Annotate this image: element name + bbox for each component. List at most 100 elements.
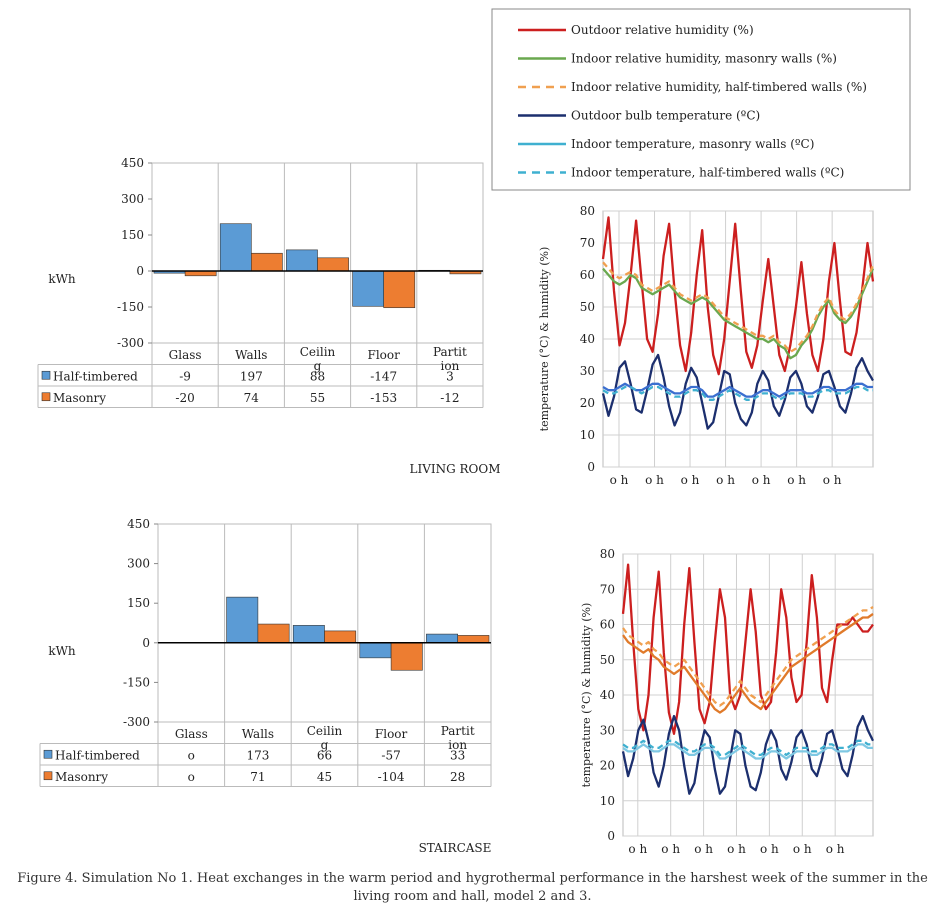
plot-frame — [157, 523, 492, 723]
table-value: 71 — [250, 770, 265, 784]
y-tick-label: 70 — [580, 236, 595, 250]
category-label-part: Ceilin — [300, 345, 336, 359]
y-tick-label: 50 — [580, 300, 595, 314]
bar — [317, 257, 349, 272]
category-label-part: ion — [448, 738, 467, 752]
legend-label: Indoor temperature, half-timbered walls … — [571, 166, 844, 180]
bar — [219, 223, 252, 272]
x-tick-label: o h — [610, 473, 629, 487]
x-tick-label: o h — [823, 473, 842, 487]
bar — [390, 642, 423, 671]
legend-label: Indoor relative humidity, masonry walls … — [571, 52, 837, 66]
y-axis-label: temperature (°C) & humidity (%) — [538, 247, 551, 432]
x-tick-label: o h — [694, 842, 713, 856]
series-line — [622, 743, 873, 760]
y-tick-label: 10 — [580, 428, 595, 442]
legend-frame — [491, 8, 911, 191]
y-tick-label: 80 — [600, 547, 615, 561]
category-label: Floor — [375, 727, 408, 741]
table-value: -20 — [175, 391, 194, 405]
series-line — [621, 714, 875, 795]
category-label-part: Ceilin — [307, 724, 343, 738]
x-tick-label: o h — [628, 842, 647, 856]
table-value: o — [188, 770, 195, 784]
series-line — [602, 385, 873, 401]
table-legend-key — [43, 771, 53, 781]
table-value: 45 — [317, 770, 332, 784]
bar — [457, 635, 490, 644]
x-tick-label: o h — [793, 842, 812, 856]
y-tick-label: 30 — [600, 723, 615, 737]
bar — [292, 625, 325, 644]
bar — [324, 630, 357, 644]
category-label: Glass — [175, 727, 208, 741]
category-label: Ceilin g — [307, 724, 343, 752]
category-label: Partit ion — [433, 345, 467, 373]
legend-label: Outdoor bulb temperature (ºC) — [571, 109, 760, 123]
x-tick-label: o h — [727, 842, 746, 856]
series-line — [602, 261, 875, 353]
bar — [426, 633, 459, 644]
y-axis-label: temperature (°C) & humidity (%) — [580, 603, 593, 788]
table-value: -153 — [370, 391, 397, 405]
table-series-name: Masonry — [53, 391, 106, 405]
y-tick-label: 80 — [580, 204, 595, 218]
y-tick-label: 300 — [121, 192, 144, 206]
series-line — [602, 382, 873, 398]
table-value: 33 — [450, 748, 465, 762]
table-series-name: Masonry — [55, 770, 108, 784]
table-value: 3 — [446, 369, 454, 383]
table-value: -12 — [440, 391, 459, 405]
living-room-line-chart: 80 70 60 50 40 30 20 10 0 o h o h o h o h o h o h o h te… — [538, 204, 875, 487]
table-series-name: Half-timbered — [55, 748, 140, 762]
table-value: 173 — [246, 748, 269, 762]
y-tick-label: 20 — [580, 396, 595, 410]
category-label-part: Partit — [433, 345, 467, 359]
category-label: Walls — [235, 348, 267, 362]
y-tick-label: 0 — [607, 829, 615, 843]
series-line — [622, 739, 873, 757]
table-value: 66 — [317, 748, 332, 762]
table-value: -104 — [378, 770, 405, 784]
legend-label: Indoor temperature, masonry walls (ºC) — [571, 137, 814, 151]
y-tick-label: 40 — [580, 332, 595, 346]
category-label-part: ion — [441, 359, 460, 373]
y-tick-label: 450 — [127, 517, 150, 531]
y-tick-label: 60 — [580, 268, 595, 282]
table-value: 55 — [310, 391, 325, 405]
y-tick-label: 50 — [600, 653, 615, 667]
y-tick-label: 150 — [121, 228, 144, 242]
staircase-line-chart: 80 70 60 50 40 30 20 10 0 o h o h o h o h o h o h o h te… — [580, 547, 875, 856]
y-tick-label: 70 — [600, 582, 615, 596]
x-tick-label: o h — [760, 842, 779, 856]
category-label-part: Partit — [441, 724, 475, 738]
series-line — [601, 216, 875, 376]
y-tick-label: 150 — [127, 596, 150, 610]
living-room-bar-chart: 450 300 150 0 -150 -300 kWh Glass Walls Ceilin g Fl… — [37, 156, 484, 408]
table-value: -147 — [370, 369, 397, 383]
staircase-panel-label: STAIRCASE — [419, 841, 492, 855]
table-legend-key — [43, 749, 53, 759]
bar — [352, 270, 384, 307]
x-tick-label: o h — [681, 473, 700, 487]
bar — [257, 623, 290, 644]
staircase-bar-chart: 450 300 150 0 -150 -300 kWh Glass Walls Ceilin g Fl… — [39, 517, 492, 787]
y-tick-label: -300 — [123, 715, 150, 729]
table-value: 88 — [310, 369, 325, 383]
table-value: 74 — [244, 391, 260, 405]
living-room-panel-label: LIVING ROOM — [409, 462, 500, 476]
table-value: 28 — [450, 770, 465, 784]
y-axis-label: kWh — [48, 644, 76, 658]
bar — [286, 249, 318, 272]
table-value: o — [188, 748, 195, 762]
category-label-part: g — [314, 359, 322, 373]
category-label: Floor — [368, 348, 401, 362]
y-tick-label: 0 — [142, 636, 150, 650]
figure-caption: Figure 4. Simulation No 1. Heat exchange… — [17, 871, 928, 904]
category-label: Glass — [169, 348, 202, 362]
bar — [383, 270, 416, 309]
y-tick-label: 10 — [600, 794, 615, 808]
series-line — [621, 563, 874, 735]
bar — [251, 252, 283, 272]
